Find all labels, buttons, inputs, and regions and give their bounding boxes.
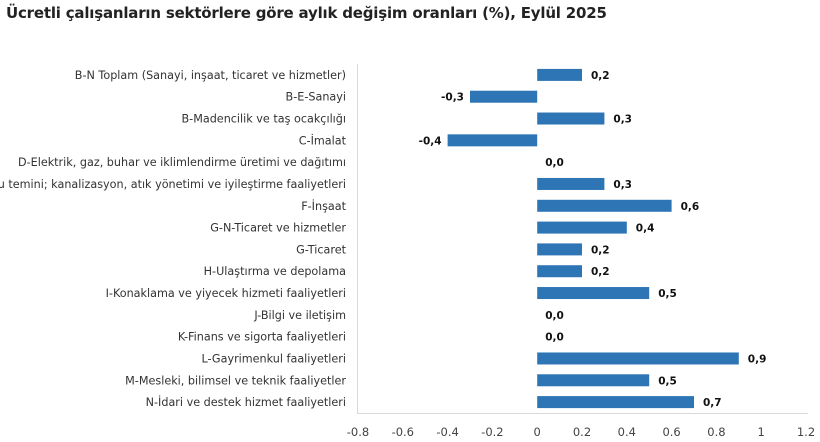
category-label: G-Ticaret [296, 243, 347, 256]
data-label: 0,3 [613, 114, 632, 126]
x-tick-label: 0.4 [618, 425, 636, 439]
category-label: M-Mesleki, bilimsel ve teknik faaliyetle… [125, 374, 346, 387]
category-label: F-İnşaat [301, 200, 346, 213]
category-label: I-Konaklama ve yiyecek hizmeti faaliyetl… [106, 287, 346, 300]
data-label: 0,9 [748, 353, 767, 365]
chart-title: Ücretli çalışanların sektörlere göre ayl… [6, 4, 607, 22]
data-label: 0,2 [591, 266, 610, 278]
bar [537, 374, 650, 387]
bar [537, 221, 627, 234]
data-label: 0,3 [613, 179, 632, 191]
category-label: L-Gayrimenkul faaliyetleri [201, 352, 346, 365]
category-label: D-Elektrik, gaz, buhar ve iklimlendirme … [18, 156, 346, 169]
data-label: 0,5 [658, 288, 677, 300]
data-label: 0,2 [591, 70, 610, 82]
category-label: B-E-Sanayi [286, 91, 346, 104]
category-label: H-Ulaştırma ve depolama [204, 265, 346, 278]
bar [537, 243, 582, 256]
category-label: N-İdari ve destek hizmet faaliyetleri [146, 396, 346, 409]
x-tick-label: -0.4 [436, 425, 458, 439]
data-label: 0,0 [545, 310, 564, 322]
data-label: 0,5 [658, 375, 677, 387]
x-tick-label: 0.8 [707, 425, 725, 439]
category-label: C-İmalat [299, 134, 347, 147]
bar [537, 287, 650, 300]
bar [470, 90, 538, 103]
x-tick-label: -0.2 [481, 425, 503, 439]
x-tick-label: 1.2 [797, 425, 815, 439]
data-label: 0,6 [681, 201, 700, 213]
data-label: 0,7 [703, 397, 722, 409]
bar [537, 112, 605, 125]
category-label: J-Bilgi ve iletişim [253, 309, 346, 322]
x-tick-label: -0.6 [392, 425, 414, 439]
category-label: K-Finans ve sigorta faaliyetleri [178, 331, 346, 344]
bar [537, 352, 739, 365]
category-label: E-Su temini; kanalizasyon, atık yönetimi… [0, 178, 346, 191]
x-tick-label: 0 [534, 425, 541, 439]
x-tick-label: 0.6 [662, 425, 680, 439]
x-tick-label: 0.2 [573, 425, 591, 439]
category-label: B-Madencilik ve taş ocakçılığı [181, 113, 346, 126]
data-label: 0,2 [591, 244, 610, 256]
bar [537, 396, 694, 409]
bar [537, 265, 582, 278]
bar [537, 177, 605, 190]
x-tick-label: -0.8 [347, 425, 369, 439]
category-label: B-N Toplam (Sanayi, inşaat, ticaret ve h… [75, 69, 346, 82]
category-label: G-N-Ticaret ve hizmetler [210, 222, 346, 235]
data-label: 0,0 [545, 157, 564, 169]
data-label: 0,0 [545, 332, 564, 344]
data-label: 0,4 [636, 223, 655, 235]
bar [537, 68, 582, 81]
data-label: -0,4 [419, 135, 442, 147]
bar [447, 134, 538, 147]
data-label: -0,3 [441, 92, 464, 104]
x-tick-label: 1 [758, 425, 765, 439]
bar [537, 199, 672, 212]
